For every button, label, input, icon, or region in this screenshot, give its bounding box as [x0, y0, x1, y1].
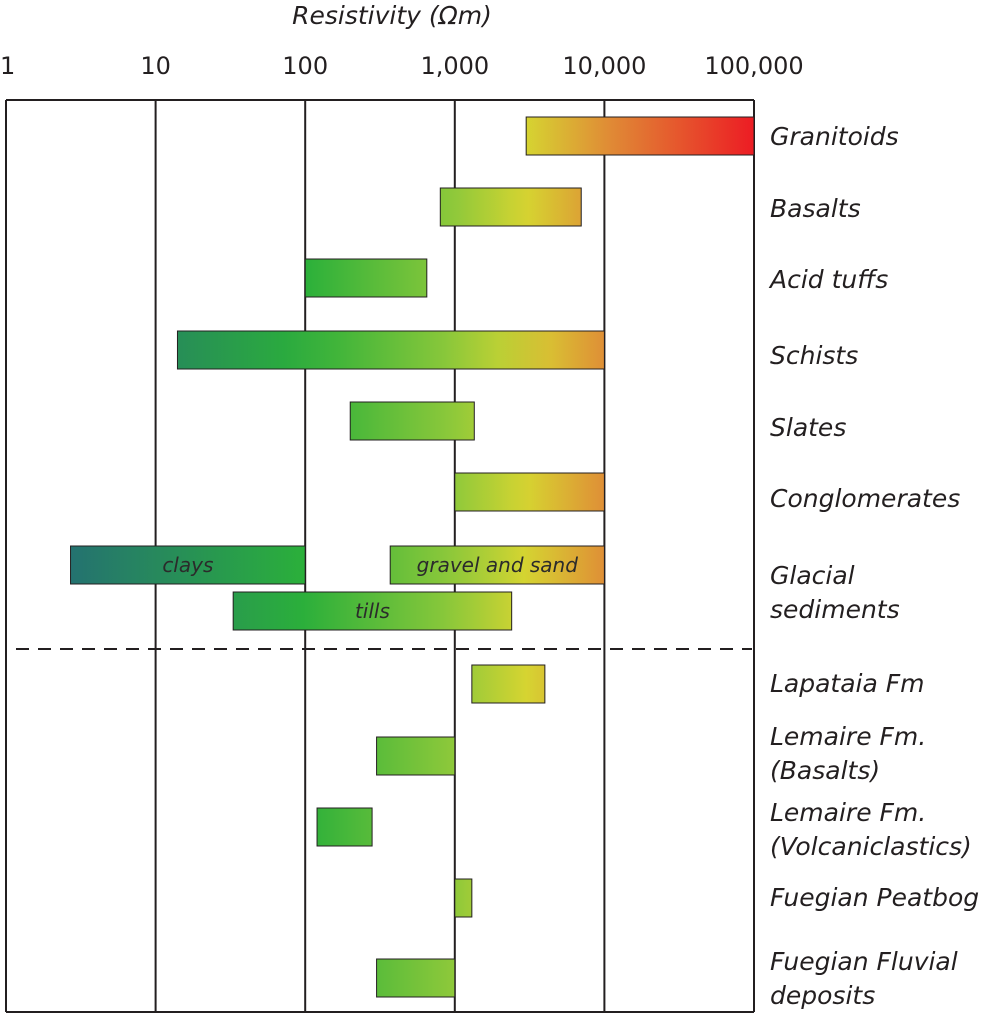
bar-inline-label: tills [355, 599, 390, 623]
bar-lapataia-fm [471, 664, 546, 704]
x-tick-label: 100,000 [704, 52, 803, 80]
bar-lemaire-fm-volcaniclastics [316, 807, 373, 847]
category-label: Lapataia Fm [770, 669, 925, 698]
category-label: Fuegian Peatbog [770, 883, 979, 912]
bar-granitoids [525, 116, 755, 156]
category-label: Granitoids [770, 122, 899, 151]
bar-glacial-sediments-clays [70, 545, 306, 585]
bar-conglomerates [454, 472, 605, 512]
bar-schists [176, 330, 605, 370]
category-label: Acid tuffs [768, 265, 888, 294]
bar-slates [349, 401, 475, 441]
x-tick-label: 1,000 [420, 52, 489, 80]
x-tick-label: 10,000 [562, 52, 646, 80]
bar-fuegian-peatbog [454, 878, 473, 918]
bar-inline-label: clays [162, 553, 213, 577]
category-label: Basalts [770, 194, 861, 223]
x-axis-title: Resistivity (Ωm) [292, 1, 492, 30]
category-label: Slates [770, 413, 846, 442]
bar-fuegian-fluvial-deposits [376, 958, 456, 998]
bar-basalts [439, 187, 582, 227]
category-label: Lemaire Fm. (Basalts) [770, 722, 926, 785]
category-label: Fuegian Fluvial deposits [770, 947, 958, 1010]
category-label: Conglomerates [770, 484, 960, 513]
bar-inline-label: gravel and sand [417, 553, 579, 577]
bar-lemaire-fm-basalts [376, 736, 456, 776]
category-label: Glacial sediments [770, 561, 900, 624]
x-tick-label: 1 [0, 52, 15, 80]
x-tick-label: 10 [140, 52, 171, 80]
bar-glacial-sediments-tills [232, 591, 513, 631]
category-label: Schists [770, 341, 858, 370]
bar-acid-tuffs [304, 258, 428, 298]
x-tick-label: 100 [282, 52, 328, 80]
category-label: Lemaire Fm. (Volcaniclastics) [770, 798, 972, 861]
bar-glacial-sediments-gravel-and-sand [389, 545, 605, 585]
